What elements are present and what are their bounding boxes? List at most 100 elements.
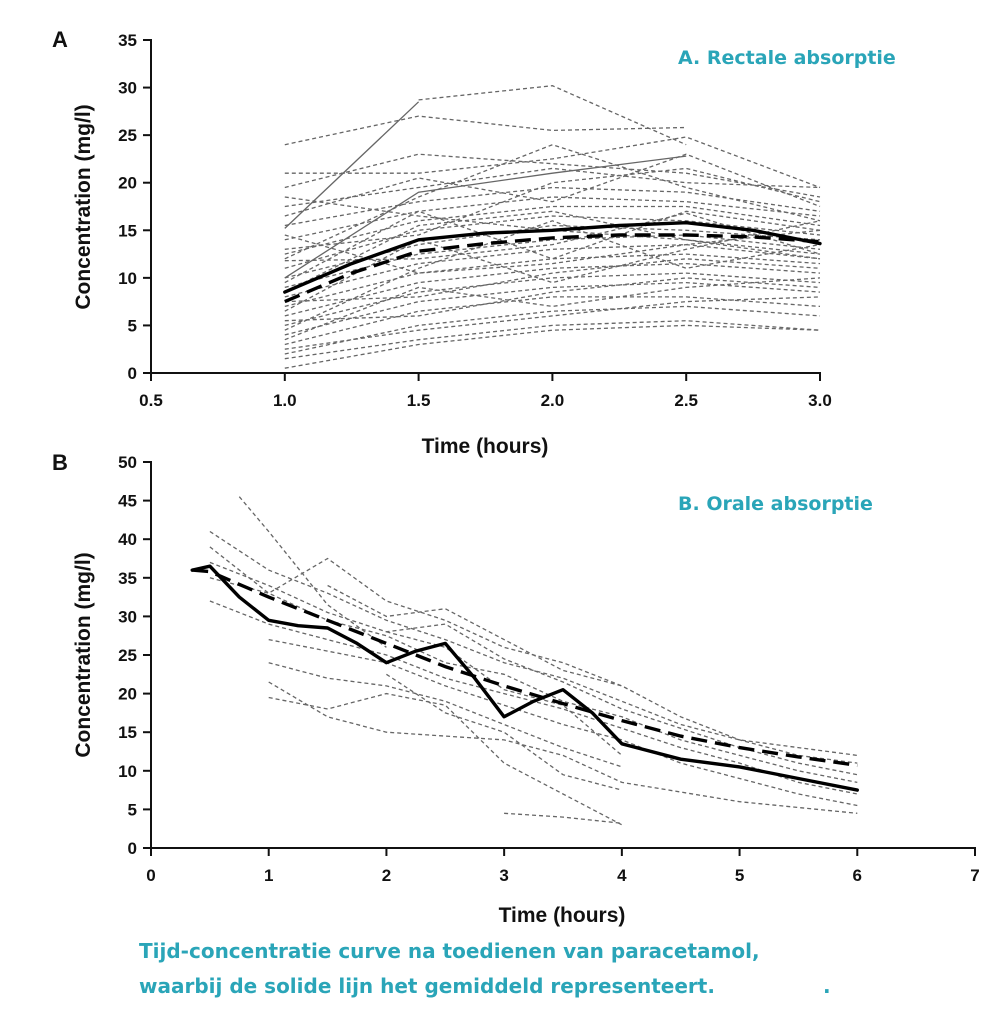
panel-a-individual-line bbox=[284, 296, 821, 346]
panel-a-ylabel: Concentration (mg/l) bbox=[72, 104, 95, 309]
panel-a-individual-line bbox=[284, 136, 821, 189]
panel-a-individual-line bbox=[284, 305, 821, 355]
panel-a-individual-line bbox=[284, 167, 821, 250]
panel-a-xtick-label: 1.0 bbox=[273, 391, 297, 410]
panel-b-individual-line bbox=[209, 530, 858, 757]
panel-a-xtick-label: 1.5 bbox=[407, 391, 431, 410]
panel-a-individual-line bbox=[284, 262, 821, 317]
panel-b-title: B. Orale absorptie bbox=[678, 493, 873, 515]
panel-a-xtick-label: 0.5 bbox=[139, 391, 163, 410]
panel-a-individual-curves bbox=[284, 85, 821, 369]
panel-b-individual-line bbox=[327, 584, 623, 687]
caption-line-1: Tijd-concentratie curve na toedienen van… bbox=[139, 939, 760, 963]
panel-b-xtick-label: 1 bbox=[264, 866, 273, 885]
panel-b-ytick-label: 35 bbox=[118, 569, 137, 588]
panel-a-individual-line bbox=[418, 85, 687, 146]
panel-a-xtick-label: 3.0 bbox=[808, 391, 832, 410]
panel-b-ylabel: Concentration (mg/l) bbox=[72, 552, 95, 757]
panel-a-individual-line bbox=[284, 215, 821, 269]
panel-b-ytick-label: 25 bbox=[118, 646, 137, 665]
panel-b-xtick-label: 6 bbox=[853, 866, 862, 885]
panel-b-ytick-label: 50 bbox=[118, 453, 137, 472]
caption-line-2-row: waarbij de solide lijn het gemiddeld rep… bbox=[139, 969, 999, 1004]
panel-b-individual-line bbox=[238, 496, 387, 648]
panel-a-individual-line bbox=[284, 253, 821, 308]
panel-a-individual-line bbox=[284, 320, 821, 360]
panel-b-ytick-label: 40 bbox=[118, 530, 137, 549]
panel-a-ytick-label: 25 bbox=[118, 126, 137, 145]
panel-a-individual-line bbox=[284, 324, 821, 369]
panel-a-individual-line bbox=[284, 277, 821, 322]
panel-a-title: A. Rectale absorptie bbox=[678, 47, 896, 69]
panel-a-mean-curves bbox=[283, 220, 822, 304]
panel-a-individual-line bbox=[284, 212, 821, 262]
panel-b-ytick-label: 45 bbox=[118, 492, 137, 511]
panel-a-individual-line bbox=[284, 186, 821, 227]
panel-a-mean-line-dashed bbox=[284, 233, 821, 304]
panel-a-letter: A bbox=[52, 27, 68, 52]
panel-a-ytick-label: 15 bbox=[118, 221, 137, 240]
panel-b-letter: B bbox=[52, 450, 68, 475]
panel-a-axes: 0 5 10 15 20 25 30 35 0.5 1.0 1.5 2.0 2.5 3.0 bbox=[118, 31, 832, 410]
panel-a-individual-line bbox=[284, 153, 821, 217]
panel-b-xtick-label: 2 bbox=[382, 866, 391, 885]
panel-b-xtick-label: 3 bbox=[499, 866, 508, 885]
panel-b-xtick-label: 7 bbox=[970, 866, 979, 885]
panel-a-individual-line bbox=[284, 115, 687, 146]
panel-b-ytick-label: 15 bbox=[118, 723, 137, 742]
panel-a-individual-line bbox=[284, 243, 821, 298]
panel-b-individual-line bbox=[268, 638, 858, 807]
panel-a-individual-line bbox=[284, 272, 821, 327]
panel-b-ytick-label: 30 bbox=[118, 607, 137, 626]
panel-b-individual-line bbox=[386, 631, 623, 756]
panel-a-rectale: 0 5 10 15 20 25 30 35 0.5 1.0 1.5 2.0 2.5 3.0 A A. Re… bbox=[52, 27, 896, 458]
panel-a-ytick-label: 20 bbox=[118, 174, 137, 193]
panel-b-individual-line bbox=[209, 577, 858, 784]
panel-b-individual-line bbox=[268, 681, 858, 814]
panel-a-mean-line-solid bbox=[283, 220, 822, 294]
panel-a-ytick-label: 0 bbox=[128, 364, 137, 383]
panel-a-individual-line bbox=[284, 196, 821, 241]
panel-a-individual-line bbox=[284, 144, 821, 260]
panel-a-individual-line bbox=[284, 277, 821, 341]
figure-caption: Tijd-concentratie curve na toedienen van… bbox=[139, 934, 999, 1004]
panel-a-xtick-label: 2.0 bbox=[541, 391, 565, 410]
panel-a-individual-line bbox=[284, 210, 821, 284]
panel-a-individual-line bbox=[284, 234, 821, 289]
panel-a-xtick-label: 2.5 bbox=[674, 391, 698, 410]
panel-a-ytick-label: 10 bbox=[118, 269, 137, 288]
panel-a-individual-line bbox=[284, 296, 821, 350]
panel-a-individual-line bbox=[284, 101, 420, 229]
panel-a-individual-line bbox=[284, 167, 821, 208]
panel-b-individual-line bbox=[209, 561, 858, 776]
panel-a-individual-line bbox=[284, 281, 821, 336]
panel-b-xtick-label: 5 bbox=[735, 866, 744, 885]
panel-a-individual-line bbox=[284, 205, 821, 255]
panel-a-individual-line bbox=[284, 153, 821, 198]
panel-b-xtick-label: 4 bbox=[617, 866, 627, 885]
panel-b-individual-line bbox=[386, 673, 623, 791]
panel-b-ytick-label: 5 bbox=[128, 800, 137, 819]
panel-a-ytick-label: 5 bbox=[128, 316, 137, 335]
panel-b-individual-curves bbox=[209, 496, 858, 826]
panel-b-ytick-label: 20 bbox=[118, 685, 137, 704]
panel-a-ytick-label: 35 bbox=[118, 31, 137, 50]
panel-b-mean-line-dashed bbox=[192, 568, 858, 768]
panel-a-individual-line bbox=[284, 258, 821, 303]
panel-a-individual-line bbox=[284, 220, 821, 312]
panel-b-ytick-label: 0 bbox=[128, 839, 137, 858]
panel-b-xtick-label: 0 bbox=[146, 866, 155, 885]
panel-b-individual-line bbox=[268, 692, 623, 826]
panel-b-xlabel: Time (hours) bbox=[499, 904, 626, 927]
panel-a-individual-line bbox=[284, 229, 821, 274]
panel-b-ytick-label: 10 bbox=[118, 762, 137, 781]
panel-a-xlabel: Time (hours) bbox=[422, 435, 549, 458]
panel-a-individual-line bbox=[284, 155, 687, 279]
caption-trailing-dot: . bbox=[822, 974, 831, 998]
caption-line-2: waarbij de solide lijn het gemiddeld rep… bbox=[139, 974, 715, 998]
panel-b-mean-line-solid bbox=[190, 564, 859, 792]
panel-a-individual-line bbox=[284, 210, 821, 293]
